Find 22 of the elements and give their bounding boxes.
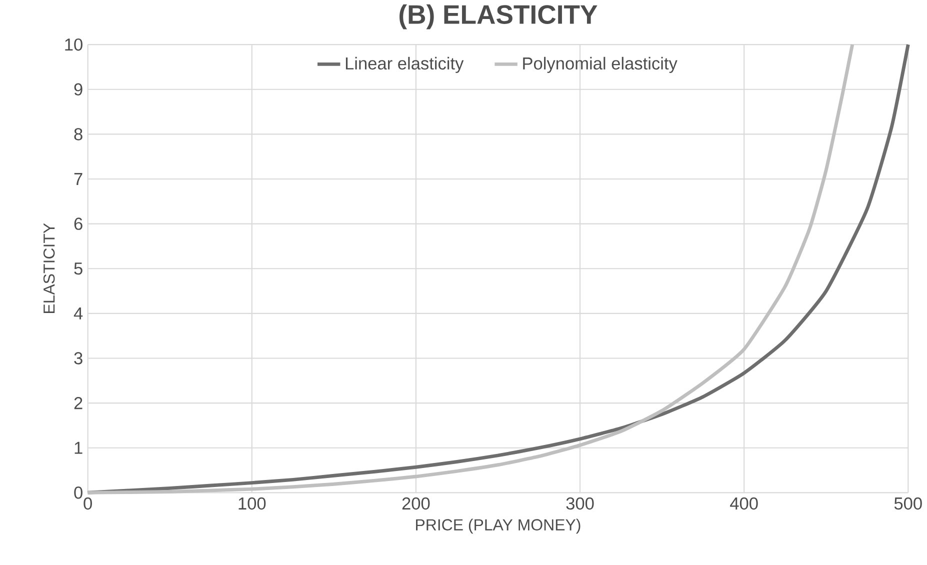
x-tick-label: 100 <box>238 498 266 510</box>
y-axis-title: ELASTICITY <box>43 224 55 314</box>
y-tick-label: 6 <box>74 218 82 230</box>
y-tick-label: 7 <box>74 173 82 186</box>
chart-title: (B) ELASTICITY <box>400 4 598 30</box>
x-tick-label: 200 <box>402 498 430 510</box>
y-tick-label: 2 <box>74 397 82 410</box>
x-tick-label: 0 <box>84 498 92 510</box>
y-tick-label: 9 <box>74 83 82 96</box>
x-tick-label: 300 <box>566 498 594 510</box>
y-tick-label: 0 <box>74 486 82 500</box>
legend-label: Linear elasticity <box>346 57 464 74</box>
y-tick-label: 4 <box>74 308 83 320</box>
y-tick-label: 5 <box>74 262 82 275</box>
y-tick-label: 3 <box>74 352 82 365</box>
x-tick-label: 400 <box>730 498 758 510</box>
y-tick-label: 8 <box>74 128 82 141</box>
x-tick-label: 500 <box>894 498 922 510</box>
y-tick-label: 10 <box>65 38 82 51</box>
legend-label: Polynomial elasticity <box>523 57 678 74</box>
y-tick-label: 1 <box>74 442 82 454</box>
x-axis-title: PRICE (PLAY MONEY) <box>416 518 580 534</box>
